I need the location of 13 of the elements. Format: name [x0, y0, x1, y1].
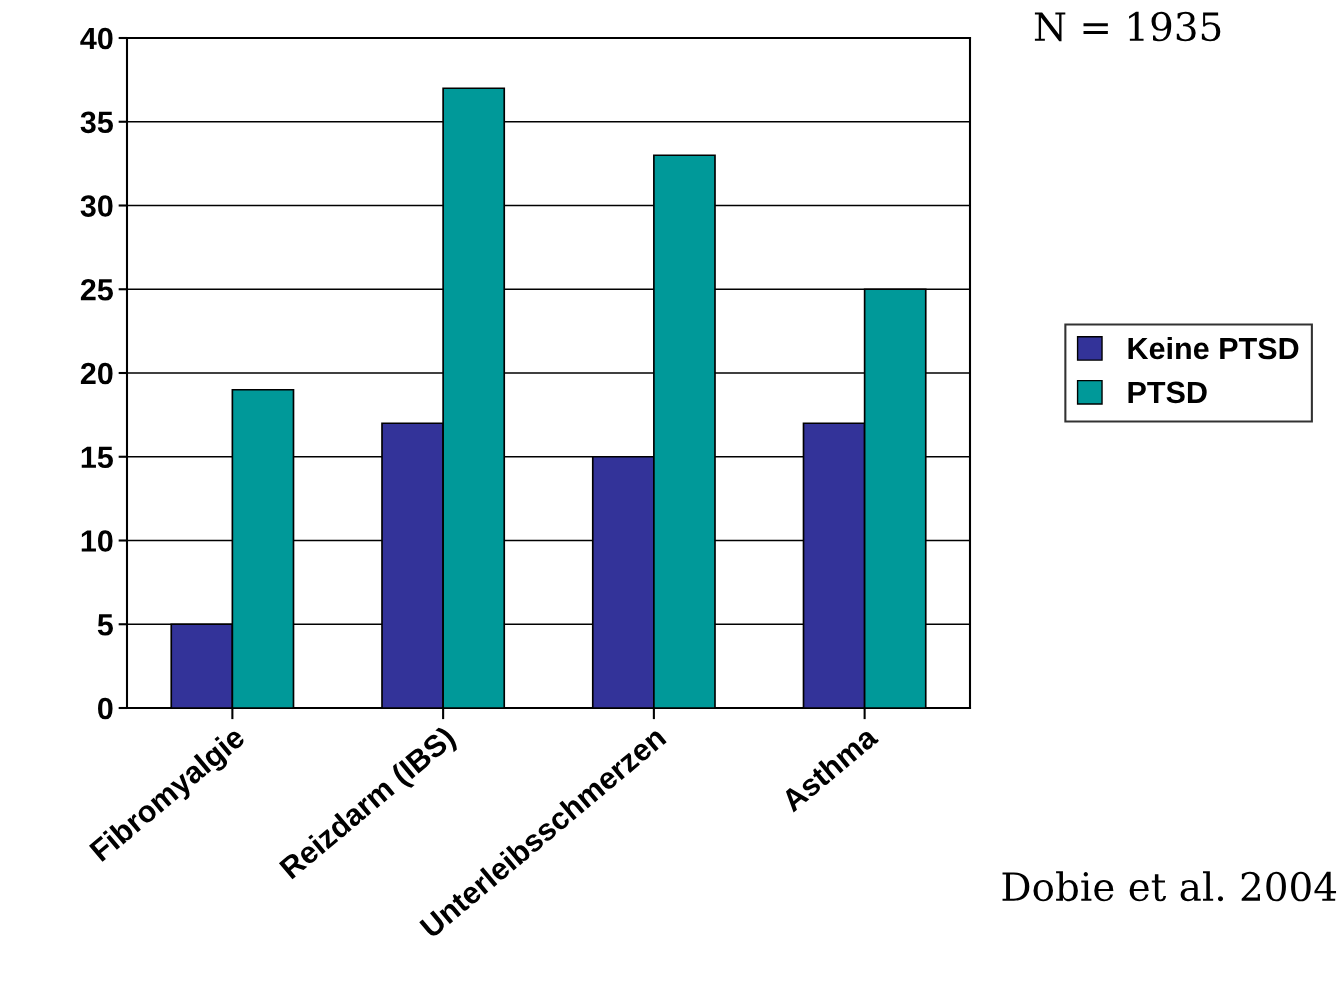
text: Dobie et al. 2004	[1002, 871, 1337, 902]
y-tick-label: 20	[80, 362, 113, 385]
y-tick-label: 25	[80, 278, 113, 301]
legend-label: PTSD	[1128, 381, 1207, 404]
y-tick-label: 5	[97, 614, 113, 636]
y-tick-label: 40	[80, 27, 113, 50]
y-tick-label: 30	[80, 195, 113, 217]
text: N = 1935	[1034, 11, 1221, 42]
y-tick-label: 0	[98, 697, 113, 720]
y-tick-label: 10	[81, 530, 113, 552]
legend-label: Keine PTSD	[1128, 336, 1299, 360]
y-tick-label: 35	[80, 111, 113, 134]
y-tick-label: 15	[81, 446, 113, 469]
